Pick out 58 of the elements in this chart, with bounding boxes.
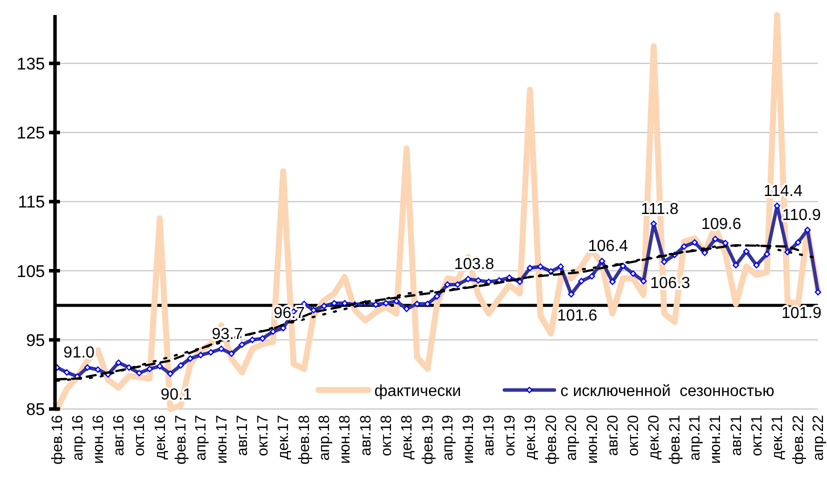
x-tick-label: фев.22 [790,415,808,465]
x-tick-label: окт.20 [625,415,642,456]
x-tick-label: дек.21 [769,415,786,460]
x-tick-label: июн.20 [584,415,601,464]
x-tick-label: дек.17 [275,415,292,460]
x-tick-label: июн.19 [460,415,478,464]
x-tick-label: дек.16 [152,415,169,460]
x-tick-label: авг.18 [357,415,374,456]
x-tick-label: окт.16 [131,415,148,456]
x-tick-label: окт.21 [748,415,766,456]
data-label: 101.6 [557,307,598,324]
x-tick-label: фев.16 [49,415,66,465]
data-label: 106.4 [588,238,628,256]
x-tick-label: окт.19 [501,415,518,456]
data-label: 101.9 [781,305,822,322]
x-tick-label: авг.16 [110,415,128,456]
x-tick-label: авг.20 [604,415,622,456]
x-tick-label: апр.22 [810,415,827,461]
x-tick-label: фев.20 [542,415,560,465]
x-tick-label: фев.19 [420,415,437,465]
y-tick-label: 105 [16,262,45,281]
y-tick-label: 115 [18,192,45,212]
x-tick-label: окт.18 [378,415,395,456]
legend-label: с исключенной сезонностью [560,383,774,400]
x-tick-label: апр.17 [192,415,210,461]
data-label: 103.8 [454,256,494,274]
x-tick-label: апр.20 [563,415,580,461]
y-tick-label: 135 [16,54,45,74]
data-label: 111.8 [640,200,679,218]
data-label: 109.6 [701,216,742,233]
x-tick-label: апр.21 [686,415,704,461]
x-tick-label: дек.20 [646,415,663,460]
data-label: 110.9 [782,206,822,224]
x-tick-label: июн.21 [707,415,724,464]
data-label: 93.7 [212,326,243,343]
x-tick-label: авг.17 [234,415,251,456]
x-tick-label: апр.16 [69,415,86,461]
x-tick-label: окт.17 [254,415,272,456]
y-tick-label: 95 [26,330,45,350]
data-label: 106.3 [650,274,690,292]
x-tick-label: июн.17 [213,415,230,464]
data-label: 90.1 [160,386,192,404]
legend-label: фактически [374,383,462,400]
x-tick-label: дек.18 [398,415,416,460]
x-tick-label: фев.17 [172,415,190,465]
y-tick-label: 125 [16,124,45,143]
x-tick-label: июн.16 [90,415,107,464]
x-tick-label: июн.18 [336,415,354,464]
x-tick-label: апр.19 [439,415,456,461]
x-tick-label: авг.21 [728,415,745,456]
x-tick-label: авг.19 [480,415,498,456]
data-label: 91.0 [63,344,95,362]
y-tick-label: 85 [26,400,45,419]
data-label: 114.4 [764,182,803,200]
x-tick-label: фев.21 [666,415,684,465]
x-tick-label: фев.18 [296,415,314,465]
x-tick-label: дек.19 [522,415,539,460]
x-tick-label: апр.18 [316,415,334,461]
